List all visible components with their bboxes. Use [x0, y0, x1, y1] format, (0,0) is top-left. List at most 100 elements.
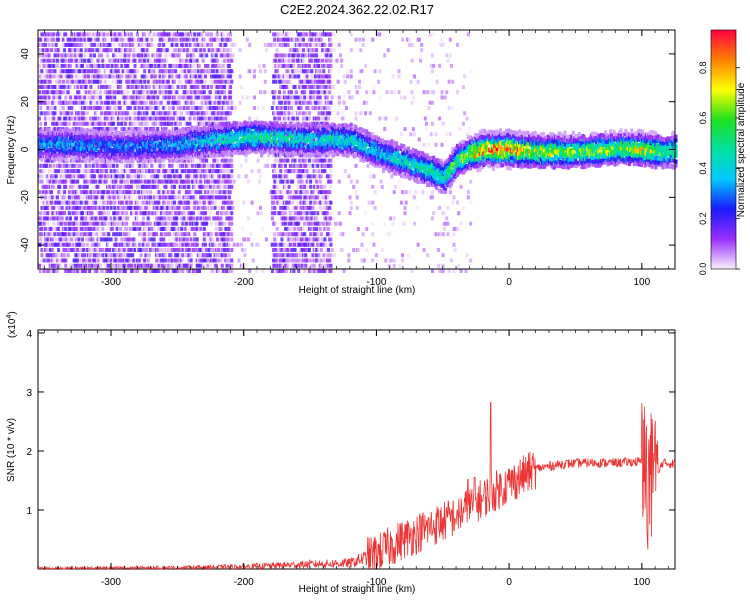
spectrogram-cell: [49, 190, 53, 195]
spectrogram-cell: [156, 253, 160, 258]
spectrogram-cell: [212, 135, 216, 140]
spectrogram-cell: [107, 258, 111, 263]
spectrogram-cell: [91, 169, 95, 174]
spectrogram-cell: [59, 154, 63, 159]
spectrogram-cell: [163, 253, 167, 258]
spectrogram-cell: [126, 253, 130, 258]
spectrogram-cell: [96, 58, 100, 63]
spectrogram-cell: [131, 42, 135, 47]
spectrogram-cell: [213, 163, 217, 168]
spectrogram-cell: [53, 211, 57, 216]
spectrogram-cell: [43, 143, 47, 148]
spectrogram-cell: [138, 127, 142, 132]
spectrogram-cell: [202, 42, 206, 47]
spectrogram-cell: [214, 74, 218, 79]
spectrogram-cell: [151, 174, 155, 179]
spectrogram-cell: [146, 53, 150, 58]
spectrogram-cell: [65, 269, 69, 273]
spectrogram-cell: [77, 90, 81, 95]
spectrogram-cell: [66, 111, 70, 116]
spectrogram-cell: [38, 142, 41, 147]
spectrogram-cell: [113, 169, 117, 174]
spectrogram-cell: [103, 121, 107, 126]
spectrogram-cell: [172, 242, 176, 247]
spectrogram-cell: [100, 53, 104, 58]
spectrogram-cell: [119, 79, 123, 84]
spectrogram-cell: [133, 106, 137, 111]
spectrogram-cell: [175, 195, 179, 200]
spectrogram-cell: [200, 106, 204, 111]
spectrogram-cell: [113, 95, 117, 100]
spectrogram-cell: [135, 32, 139, 37]
spectrogram-cell: [204, 205, 208, 210]
spectrogram-cell: [178, 134, 182, 139]
spectrogram-cell: [90, 211, 94, 216]
spectrogram-cell: [192, 48, 196, 53]
spectrogram-cell: [126, 216, 130, 221]
spectrogram-cell: [115, 216, 119, 221]
spectrogram-cell: [63, 48, 67, 53]
spectrogram-cell: [151, 134, 155, 139]
spectrogram-cell: [174, 48, 178, 53]
spectrogram-cell: [57, 169, 61, 174]
spectrogram-cell: [196, 79, 200, 84]
spectrogram-cell: [177, 190, 181, 195]
spectrogram-cell: [133, 127, 137, 132]
spectrogram-cell: [104, 169, 108, 174]
spectrogram-cell: [189, 258, 193, 263]
spectrogram-cell: [162, 79, 166, 84]
spectrogram-cell: [187, 232, 191, 237]
spectrogram-cell: [107, 269, 111, 273]
spectrogram-cell: [193, 200, 197, 205]
spectrogram-cell: [66, 90, 70, 95]
spectrogram-cell: [125, 95, 129, 100]
spectrogram-cell: [171, 84, 175, 89]
spectrogram-cell: [98, 150, 102, 155]
spectrogram-cell: [128, 163, 132, 168]
spectrogram-cell: [112, 163, 116, 168]
spectrogram-cell: [207, 111, 211, 116]
spectrogram-cell: [141, 155, 145, 160]
spectrogram-cell: [103, 37, 107, 42]
spectrogram-cell: [49, 200, 53, 205]
spectrogram-cell: [104, 69, 108, 74]
spectrogram-cell: [146, 74, 150, 79]
spectrogram-cell: [51, 242, 55, 247]
spectrogram-cell: [187, 258, 191, 263]
spectrogram-cell: [102, 32, 106, 37]
spectrogram-cell: [76, 205, 80, 210]
spectrogram-cell: [79, 37, 83, 42]
spectrogram-cell: [132, 132, 136, 137]
spectrogram-cell: [196, 263, 200, 268]
spectrogram-cell: [57, 232, 61, 237]
spectrogram-cell: [55, 195, 59, 200]
spectrogram-cell: [176, 150, 180, 155]
spectrogram-cell: [177, 211, 181, 216]
spectrogram-cell: [147, 237, 151, 242]
spectrogram-cell: [152, 247, 156, 252]
spectrogram-cell: [214, 190, 218, 195]
spectrogram-cell: [112, 148, 116, 153]
spectrogram-cell: [181, 269, 185, 273]
spectrogram-cell: [168, 37, 172, 42]
spectrogram-cell: [89, 37, 93, 42]
spectrogram-cell: [80, 174, 84, 179]
spectrogram-cell: [83, 95, 87, 100]
spectrogram-cell: [61, 42, 65, 47]
spectrogram-cell: [46, 37, 50, 42]
spectrogram-cell: [129, 211, 133, 216]
spectrogram-cell: [195, 144, 199, 149]
spectrogram-cell: [190, 74, 194, 79]
spectrogram-cell: [84, 116, 88, 121]
spectrogram-cell: [138, 226, 142, 231]
spectrogram-cell: [72, 121, 76, 126]
spectrogram-cell: [80, 253, 84, 258]
spectrogram-cell: [158, 74, 162, 79]
spectrogram-cell: [186, 139, 190, 144]
spectrogram-cell: [113, 216, 117, 221]
spectrogram-cell: [207, 150, 211, 155]
spectrogram-cell: [128, 116, 132, 121]
spectrogram-cell: [202, 53, 206, 58]
spectrogram-cell: [202, 158, 206, 163]
spectrogram-cell: [83, 216, 87, 221]
